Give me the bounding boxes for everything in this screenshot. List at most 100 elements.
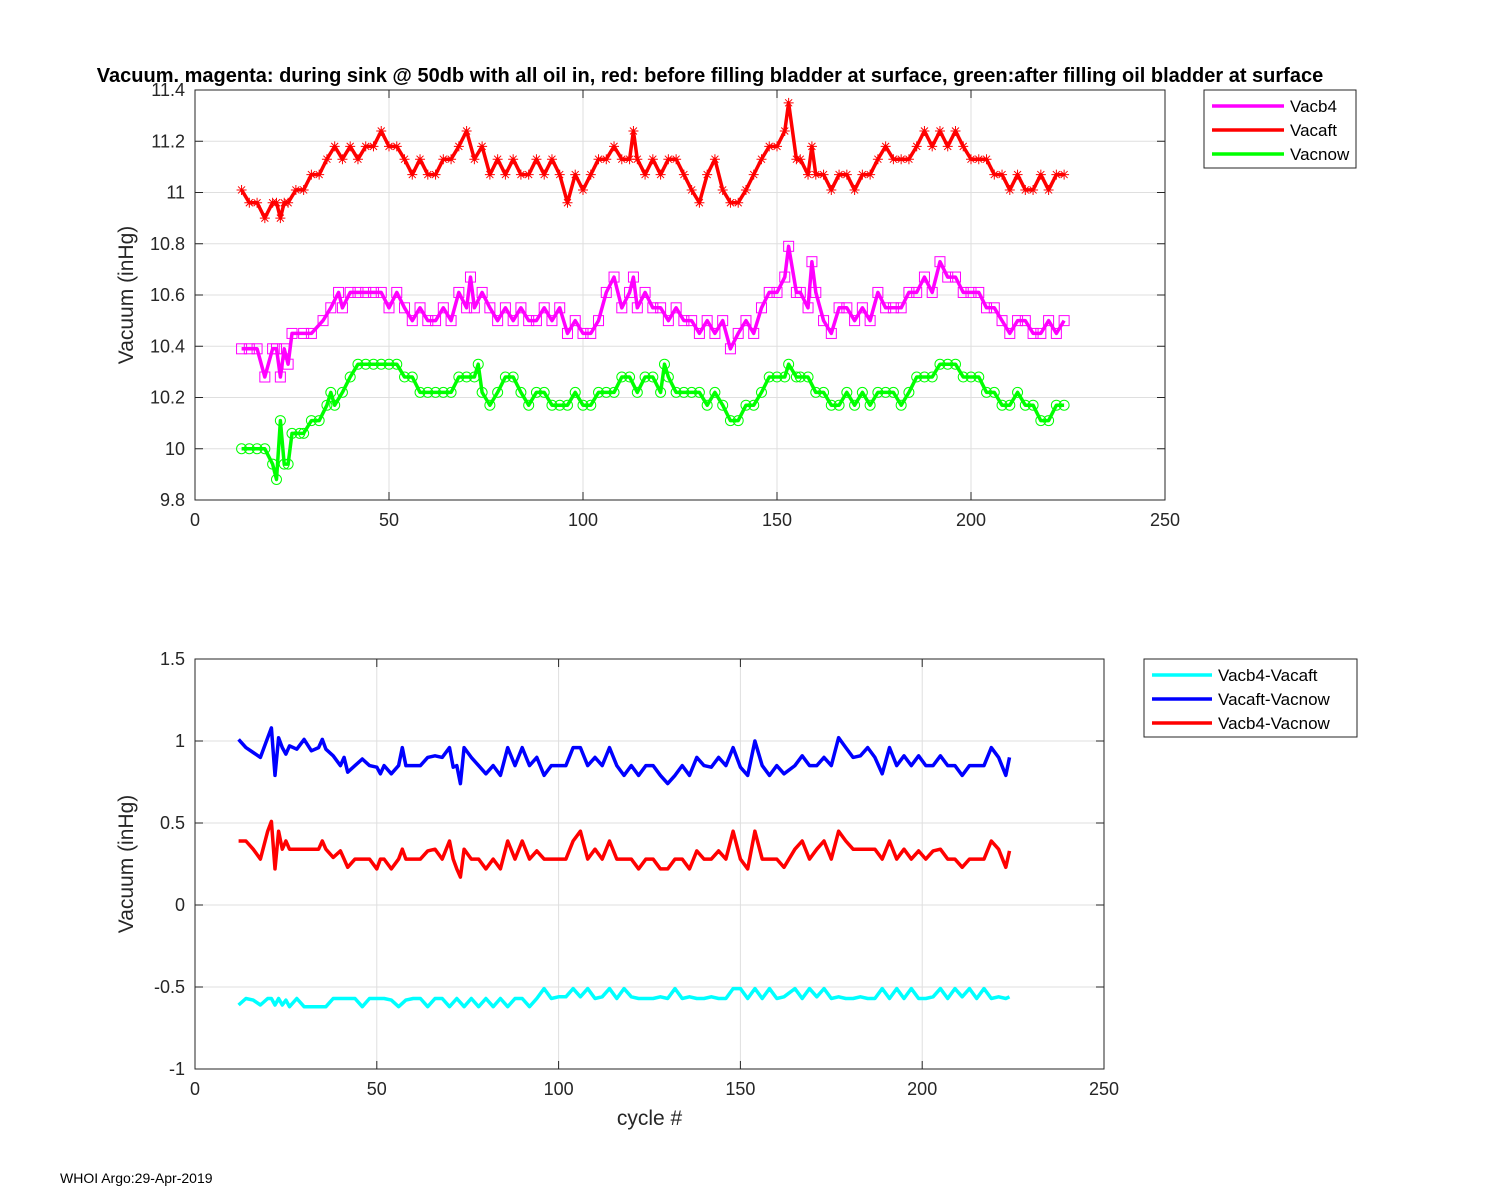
data-point: [709, 154, 720, 165]
data-point: [360, 358, 372, 370]
data-point: [632, 154, 643, 165]
data-point: [957, 286, 969, 298]
data-point: [724, 343, 736, 355]
data-point: [562, 197, 573, 208]
x-tick-label: 50: [379, 510, 399, 530]
data-point: [639, 286, 651, 298]
data-point: [437, 302, 449, 314]
data-point: [864, 399, 876, 411]
data-point: [911, 141, 922, 152]
data-point: [988, 386, 1000, 398]
data-point: [294, 427, 306, 439]
x-tick-label: 0: [190, 1079, 200, 1099]
data-point: [376, 126, 387, 136]
data-point: [772, 141, 782, 152]
y-tick-label: 1.5: [160, 649, 185, 669]
data-point: [406, 315, 418, 327]
data-point: [911, 286, 923, 298]
data-point: [1004, 399, 1016, 411]
data-point: [624, 154, 635, 165]
data-point: [508, 154, 519, 165]
data-point: [554, 302, 566, 314]
y-tick-label: 11.4: [151, 80, 185, 100]
top-chart: 0 50 100 150 200 250 9.8 10 10.2 10.4 10.6 10.8 11 11…: [97, 65, 1357, 530]
data-point: [375, 358, 387, 370]
data-point: [755, 386, 767, 398]
data-point: [918, 371, 930, 383]
data-point: [472, 358, 484, 370]
data-point: [375, 286, 387, 298]
x-tick-label: 150: [725, 1079, 755, 1099]
data-point: [624, 286, 636, 298]
data-point: [1050, 327, 1062, 339]
data-point: [1035, 415, 1047, 427]
data-point: [1004, 184, 1015, 195]
data-point: [996, 399, 1008, 411]
data-point: [693, 327, 705, 339]
data-point: [383, 302, 395, 314]
data-point: [367, 286, 379, 298]
data-point: [919, 126, 930, 136]
data-point: [857, 169, 868, 180]
data-point: [391, 286, 403, 298]
y-tick-label: -1: [169, 1059, 185, 1079]
data-point: [981, 154, 992, 165]
y-tick-label: 10.8: [150, 234, 185, 254]
data-point: [841, 386, 853, 398]
data-point: [538, 386, 550, 398]
data-point: [282, 358, 294, 370]
data-point: [973, 371, 985, 383]
data-point: [399, 154, 410, 165]
data-point: [833, 399, 845, 411]
data-point: [1043, 415, 1055, 427]
bottom-chart: 0 50 100 150 200 250 -1 -0.5 0 0.5 1 1.5 Vacuum (inH…: [115, 649, 1358, 1130]
data-point: [771, 286, 783, 298]
data-point: [903, 386, 915, 398]
data-point: [484, 399, 496, 411]
data-point: [461, 126, 472, 136]
data-point: [530, 315, 542, 327]
data-point: [794, 286, 806, 298]
data-point: [252, 197, 263, 208]
plot-area: [194, 658, 1105, 1070]
data-point: [492, 386, 504, 398]
data-point: [872, 286, 884, 298]
legend: Vacb4 Vacaft Vacnow: [1203, 89, 1357, 169]
data-point: [903, 154, 914, 165]
data-point: [321, 399, 333, 411]
data-point: [384, 141, 394, 152]
legend-label: Vacb4-Vacnow: [1218, 714, 1331, 733]
data-point: [888, 154, 899, 165]
y-axis-label: Vacuum (inHg): [115, 795, 138, 934]
data-point: [709, 327, 721, 339]
data-point: [305, 415, 317, 427]
data-point: [278, 343, 290, 355]
data-point: [949, 358, 961, 370]
data-point: [841, 302, 853, 314]
data-point: [243, 343, 255, 355]
data-point: [492, 315, 504, 327]
data-point: [531, 154, 542, 165]
series-vacb4-vacaft: [237, 986, 1011, 1009]
data-point: [896, 154, 907, 165]
data-point: [336, 302, 348, 314]
data-point: [662, 315, 674, 327]
data-point: [325, 302, 337, 314]
data-point: [391, 141, 402, 152]
data-point: [298, 184, 309, 195]
data-point: [608, 271, 620, 283]
data-point: [872, 386, 884, 398]
data-point: [849, 315, 861, 327]
data-point: [1043, 315, 1055, 327]
data-point: [453, 286, 465, 298]
data-point: [453, 141, 464, 152]
data-point: [515, 169, 526, 180]
data-point: [415, 154, 426, 165]
data-point: [577, 399, 589, 411]
data-point: [856, 302, 868, 314]
data-point: [609, 141, 620, 152]
data-point: [1035, 169, 1046, 180]
y-axis-label: Vacuum (inHg): [115, 226, 138, 365]
data-point: [477, 141, 488, 152]
data-point: [236, 443, 248, 455]
